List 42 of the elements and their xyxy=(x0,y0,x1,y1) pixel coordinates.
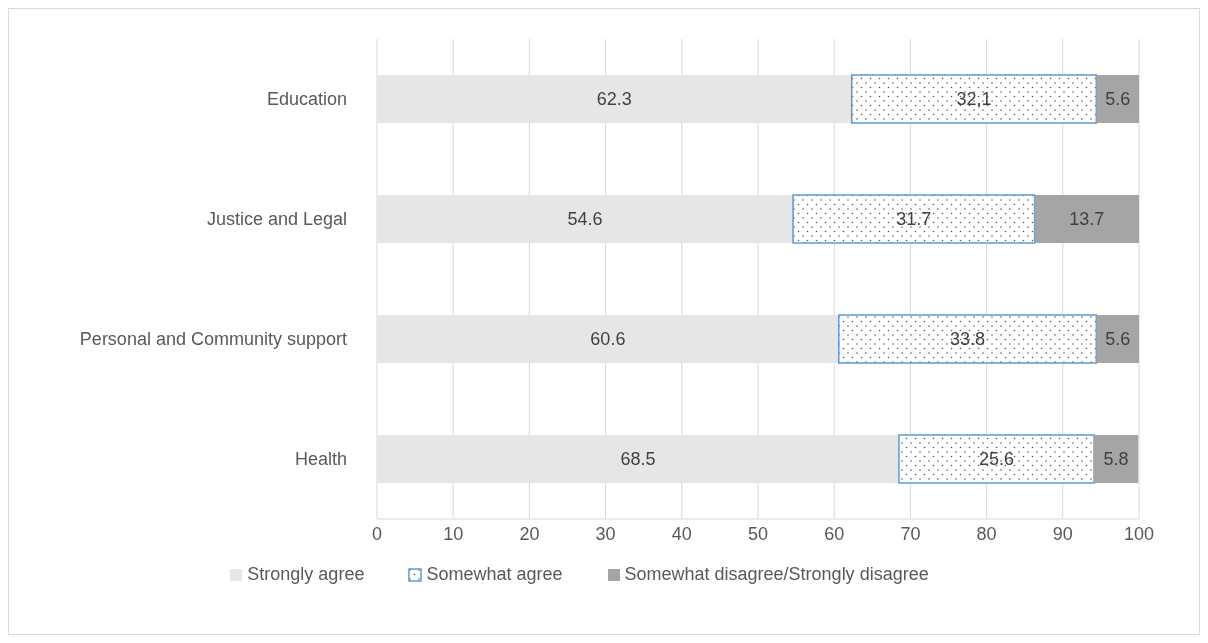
bar xyxy=(377,435,899,483)
data-label: 60.6 xyxy=(590,329,626,349)
data-label: 62.3 xyxy=(596,89,632,109)
x-tick-label: 0 xyxy=(371,523,383,544)
data-label: 31.7 xyxy=(896,209,932,229)
bar xyxy=(1094,435,1139,483)
x-tick-label: 70 xyxy=(900,523,921,544)
x-tick-label: 60 xyxy=(824,523,845,544)
data-label: 5.6 xyxy=(1105,89,1131,109)
data-label: 54.6 xyxy=(567,209,603,229)
data-label: 5.6 xyxy=(1105,329,1131,349)
bar xyxy=(850,74,1098,124)
x-tick-label: 20 xyxy=(519,523,540,544)
x-tick-label: 40 xyxy=(671,523,692,544)
data-label: 13.7 xyxy=(1069,209,1105,229)
x-tick-label: 100 xyxy=(1123,523,1155,544)
data-label: 68.5 xyxy=(620,449,656,469)
data-label: 33.8 xyxy=(950,329,986,349)
legend-label: Somewhat disagree/Strongly disagree xyxy=(624,564,929,585)
data-label: 25.6 xyxy=(978,449,1015,469)
x-tick-label: 90 xyxy=(1052,523,1073,544)
x-tick-label: 30 xyxy=(595,523,616,544)
data-label: 32,1 xyxy=(956,89,992,109)
data-label: 5.8 xyxy=(1103,449,1129,469)
y-tick-label: Education xyxy=(266,89,347,109)
legend-label: Strongly agree xyxy=(247,564,365,585)
bar xyxy=(838,314,1098,364)
y-tick-label: Personal and Community support xyxy=(79,329,347,349)
bar xyxy=(898,434,1095,484)
bar xyxy=(792,194,1036,244)
x-tick-label: 50 xyxy=(747,523,769,544)
bar xyxy=(1096,75,1139,123)
y-tick-label: Health xyxy=(294,449,347,469)
y-tick-label: Justice and Legal xyxy=(206,209,347,229)
x-tick-label: 80 xyxy=(976,523,997,544)
bar xyxy=(1034,195,1139,243)
bar xyxy=(377,195,794,243)
legend-label: Somewhat agree xyxy=(426,564,563,585)
bar xyxy=(377,75,852,123)
bar xyxy=(377,315,839,363)
x-tick-label: 10 xyxy=(443,523,464,544)
bar xyxy=(1096,315,1139,363)
